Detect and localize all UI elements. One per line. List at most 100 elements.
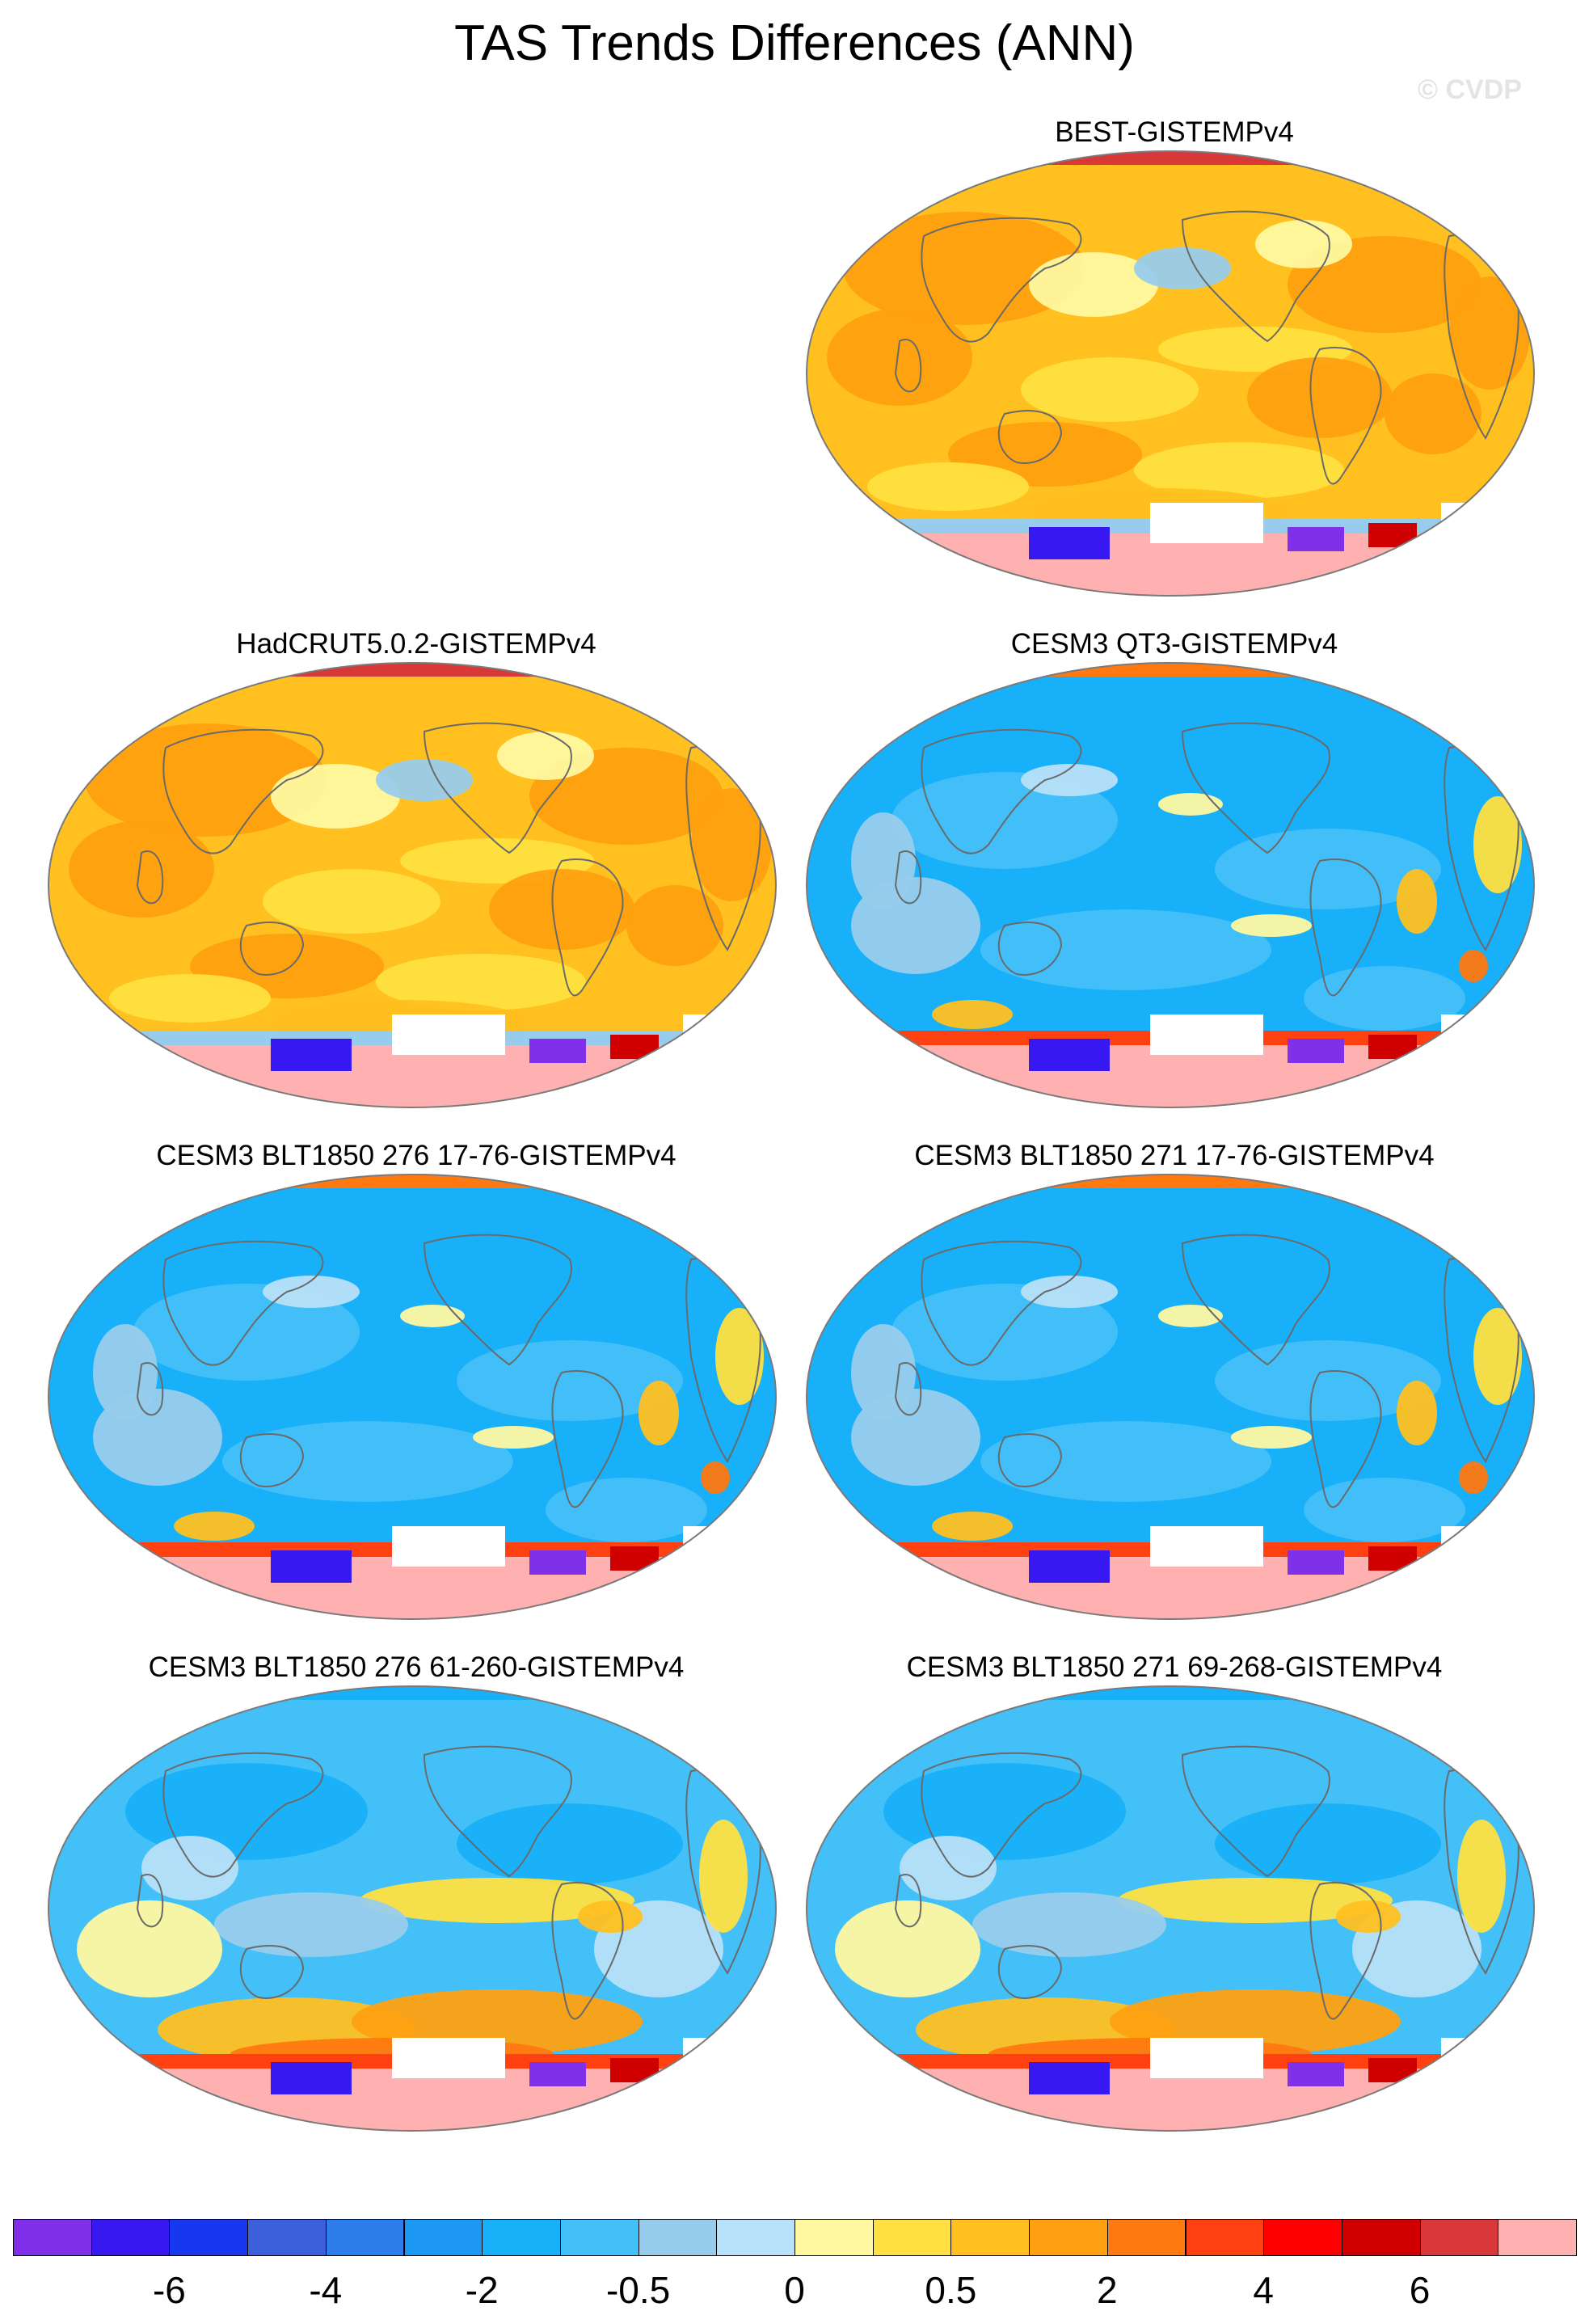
missing-data xyxy=(1150,2038,1263,2078)
anomaly-region xyxy=(972,1892,1166,1957)
coastline xyxy=(1309,347,1382,485)
map-outline xyxy=(806,662,1535,1108)
anomaly-region xyxy=(271,764,400,829)
coastline xyxy=(551,1370,624,1508)
warm-anomaly xyxy=(1368,1546,1417,1571)
colorbar-swatch xyxy=(403,2219,483,2256)
missing-data xyxy=(1150,1526,1263,1567)
panel-title: CESM3 BLT1850 276 61-260-GISTEMPv4 xyxy=(148,1651,685,1683)
cold-anomaly xyxy=(529,2062,586,2086)
anomaly-region xyxy=(1336,1900,1401,1933)
anomaly-region xyxy=(1029,252,1158,317)
colorbar-tick-label: 2 xyxy=(1097,2269,1118,2311)
world-map xyxy=(48,1174,777,1620)
map-outline xyxy=(48,1685,777,2132)
cold-anomaly xyxy=(271,2062,352,2094)
colorbar-swatch xyxy=(1498,2219,1577,2256)
colorbar-tick-label: 0.5 xyxy=(925,2269,977,2311)
anomaly-region xyxy=(222,1421,513,1502)
anomaly-region xyxy=(1158,793,1223,816)
colorbar-swatch xyxy=(716,2219,795,2256)
anomaly-region xyxy=(851,1324,916,1421)
warm-anomaly xyxy=(610,1546,659,1571)
arctic-band xyxy=(48,1686,776,1700)
panel-title: HadCRUT5.0.2-GISTEMPv4 xyxy=(236,628,596,660)
anomaly-region xyxy=(546,1478,707,1542)
anomaly-region xyxy=(497,732,594,780)
coastline xyxy=(551,1882,624,2020)
anomaly-region xyxy=(701,1461,730,1494)
colorbar-swatch xyxy=(91,2219,171,2256)
arctic-band xyxy=(807,151,1534,165)
warm-anomaly xyxy=(1368,1035,1417,1059)
world-map xyxy=(806,1174,1535,1620)
arctic-band xyxy=(807,1175,1534,1188)
coastline xyxy=(1309,1882,1382,2020)
map-outline xyxy=(806,150,1535,597)
anomaly-region xyxy=(489,869,634,950)
cold-anomaly xyxy=(1288,527,1344,551)
colorbar-swatch xyxy=(1106,2219,1186,2256)
missing-data xyxy=(392,1014,505,1055)
map-panel-best: BEST-GISTEMPv4 xyxy=(803,116,1546,634)
anomaly-region xyxy=(715,1308,764,1405)
anomaly-region xyxy=(1021,764,1118,796)
anomaly-region xyxy=(473,1426,554,1449)
missing-data xyxy=(1441,1014,1530,1047)
coastline xyxy=(239,922,305,976)
warm-anomaly xyxy=(1368,523,1417,547)
colorbar-tick-label: -0.5 xyxy=(605,2269,671,2311)
anomaly-region xyxy=(1449,276,1530,390)
anomaly-region xyxy=(263,869,440,934)
anomaly-region xyxy=(376,954,586,1010)
panel-title: BEST-GISTEMPv4 xyxy=(1055,116,1294,148)
map-panel-blt271-69-268: CESM3 BLT1850 271 69-268-GISTEMPv4 xyxy=(803,1651,1546,2169)
anomaly-region xyxy=(1385,373,1482,454)
colorbar xyxy=(13,2219,1577,2256)
anomaly-region xyxy=(980,1421,1271,1502)
anomaly-region xyxy=(883,1763,1126,1860)
anomaly-region xyxy=(109,974,271,1023)
colorbar-swatch xyxy=(169,2219,249,2256)
missing-data xyxy=(683,1526,772,1558)
anomaly-region xyxy=(932,1512,1013,1541)
anomaly-region xyxy=(174,1512,255,1541)
coastline xyxy=(894,1362,922,1416)
world-map xyxy=(806,150,1535,597)
cold-anomaly xyxy=(271,1039,352,1071)
anomaly-region xyxy=(843,212,1085,325)
colorbar-tick-label: -4 xyxy=(309,2269,343,2311)
anomaly-region xyxy=(578,1900,643,1933)
coastline xyxy=(1181,722,1330,854)
anomaly-region xyxy=(360,1878,634,1923)
coastline xyxy=(162,1240,324,1366)
coastline xyxy=(551,858,624,997)
anomaly-region xyxy=(699,1820,748,1933)
cold-anomaly xyxy=(1288,1039,1344,1063)
anomaly-region xyxy=(980,909,1271,990)
anomaly-region xyxy=(214,1892,408,1957)
coastline xyxy=(136,850,164,905)
panel-title: CESM3 BLT1850 276 17-76-GISTEMPv4 xyxy=(156,1140,676,1171)
anomaly-region xyxy=(1231,914,1312,937)
map-panel-hadcrut: HadCRUT5.0.2-GISTEMPv4 xyxy=(44,628,788,1145)
missing-data xyxy=(683,1014,772,1047)
missing-data xyxy=(1441,1526,1530,1558)
colorbar-swatch xyxy=(482,2219,561,2256)
cvdp-watermark: © CVDP xyxy=(1418,74,1522,105)
anomaly-region xyxy=(1134,442,1344,499)
coastline xyxy=(423,1234,572,1366)
coastline xyxy=(894,339,922,393)
coastline xyxy=(997,922,1063,976)
colorbar-swatch xyxy=(247,2219,327,2256)
coastline xyxy=(1309,1370,1382,1508)
anomaly-region xyxy=(691,788,772,901)
cold-anomaly xyxy=(1029,1550,1110,1583)
anomaly-region xyxy=(867,462,1029,511)
anomaly-region xyxy=(400,1305,465,1327)
arctic-band xyxy=(48,663,776,677)
anomaly-region xyxy=(69,820,214,917)
anomaly-region xyxy=(1247,357,1393,438)
map-outline xyxy=(48,1174,777,1620)
colorbar-swatch xyxy=(1029,2219,1108,2256)
